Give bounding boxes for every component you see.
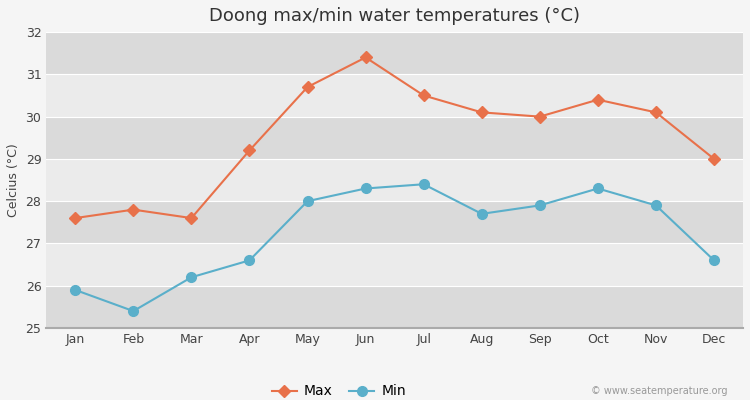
Max — [70, 216, 80, 220]
Min — [536, 203, 544, 208]
Min — [129, 309, 138, 314]
Min — [477, 212, 486, 216]
Bar — [46, 74, 743, 117]
Min — [70, 288, 80, 292]
Min — [245, 258, 254, 263]
Bar — [46, 32, 743, 74]
Bar — [46, 201, 743, 244]
Min — [419, 182, 428, 187]
Y-axis label: Celcius (°C): Celcius (°C) — [7, 143, 20, 217]
Max — [419, 93, 428, 98]
Min — [652, 203, 661, 208]
Min — [710, 258, 718, 263]
Legend: Max, Min: Max, Min — [266, 379, 412, 400]
Max — [652, 110, 661, 115]
Title: Doong max/min water temperatures (°C): Doong max/min water temperatures (°C) — [209, 7, 580, 25]
Max — [536, 114, 544, 119]
Line: Min: Min — [70, 179, 719, 316]
Bar — [46, 286, 743, 328]
Min — [187, 275, 196, 280]
Max — [593, 97, 602, 102]
Max — [477, 110, 486, 115]
Text: © www.seatemperature.org: © www.seatemperature.org — [591, 386, 728, 396]
Max — [710, 156, 718, 161]
Min — [361, 186, 370, 191]
Bar — [46, 159, 743, 201]
Min — [303, 199, 312, 204]
Bar — [46, 117, 743, 159]
Max — [303, 85, 312, 90]
Max — [361, 55, 370, 60]
Bar — [46, 244, 743, 286]
Max — [245, 148, 254, 153]
Max — [129, 207, 138, 212]
Max — [187, 216, 196, 220]
Line: Max: Max — [71, 53, 718, 222]
Min — [593, 186, 602, 191]
